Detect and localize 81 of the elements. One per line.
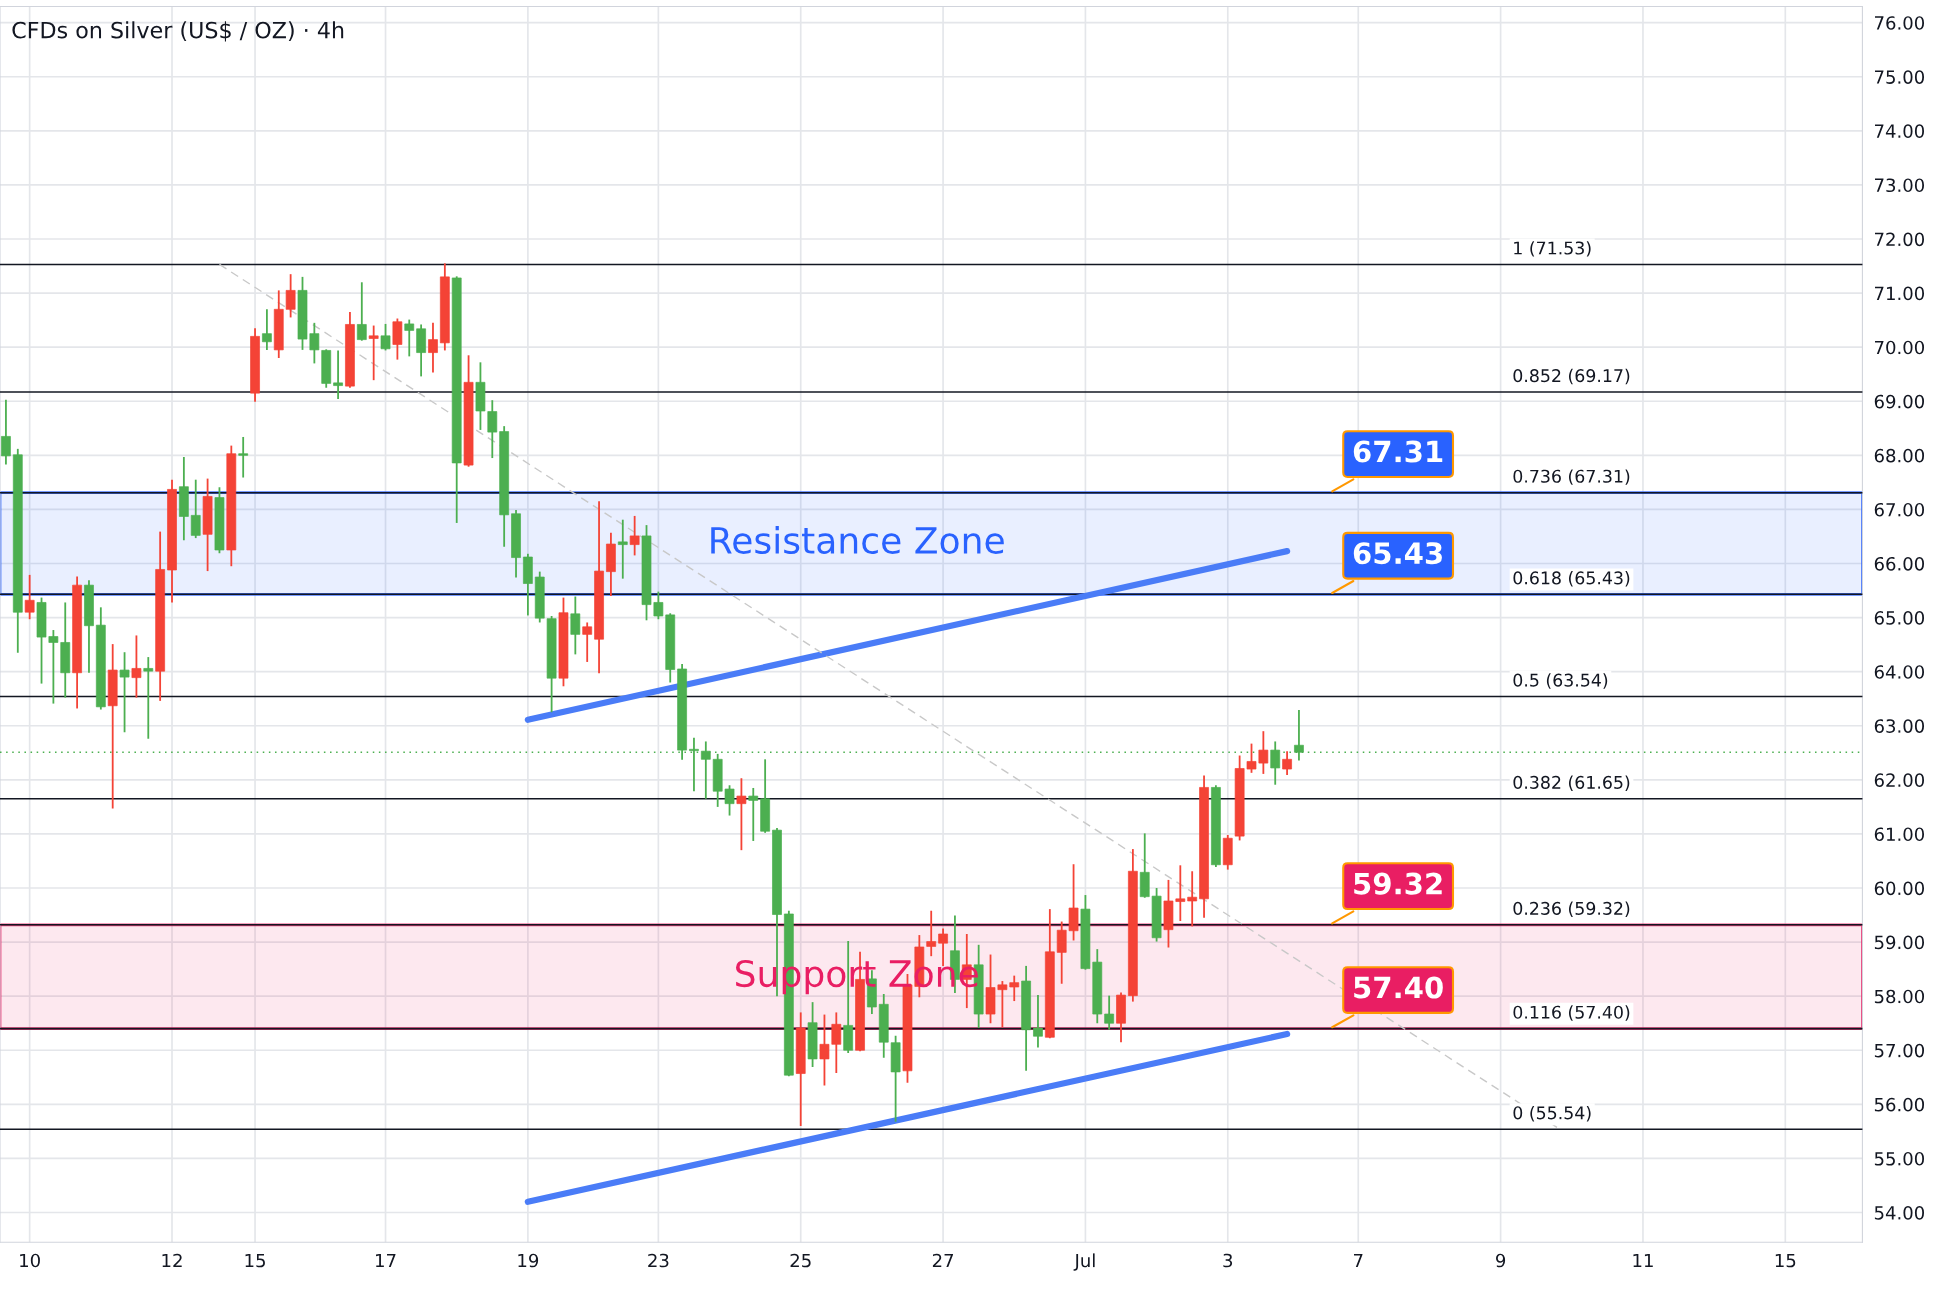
ref-line-label: 0.116 (57.40) — [1513, 1005, 1630, 1021]
annotation: 65.43 — [1353, 542, 1442, 565]
candlestick — [1187, 870, 1198, 928]
text: CFDs on Silver (US$ / OZ) · 4h — [12, 21, 344, 42]
candlestick — [262, 308, 272, 351]
x-tick-label: 23 — [648, 1253, 669, 1268]
x-tick-label: 12 — [162, 1253, 182, 1268]
candlestick — [582, 621, 593, 663]
ref-line-label: 0.618 (65.43) — [1513, 571, 1630, 587]
y-tick-label: 58.00 — [1874, 989, 1925, 1004]
x-tick-label: 15 — [1775, 1253, 1796, 1268]
y-tick-label: 55.00 — [1874, 1151, 1925, 1166]
annotation: 57.40 — [1354, 976, 1443, 999]
candlestick — [428, 321, 438, 374]
y-tick-label: 68.00 — [1874, 448, 1925, 463]
x-tick-label: 9 — [1496, 1253, 1506, 1268]
candlestick — [392, 317, 403, 361]
y-tick-label: 65.00 — [1874, 611, 1925, 625]
y-tick-label: 75.00 — [1875, 70, 1925, 84]
candlestick — [1282, 750, 1292, 776]
candlestick — [143, 656, 154, 740]
x-tick-label: 27 — [932, 1253, 954, 1268]
candlestick — [190, 478, 201, 540]
y-tick-label: 60.00 — [1874, 881, 1925, 896]
y-tick-label: 59.00 — [1874, 935, 1925, 950]
candlestick — [24, 573, 35, 621]
y-tick-label: 73.00 — [1875, 178, 1925, 193]
y-tick-label: 63.00 — [1874, 719, 1925, 733]
y-tick-label: 54.00 — [1874, 1205, 1925, 1220]
candlestick — [119, 651, 130, 734]
candlestick — [1033, 994, 1043, 1049]
y-tick-label: 67.00 — [1874, 502, 1925, 517]
y-tick-label: 76.00 — [1875, 16, 1925, 30]
x-tick-label: 17 — [376, 1253, 396, 1268]
y-tick-label: 61.00 — [1874, 827, 1925, 842]
ref-line-label: 0.5 (63.54) — [1513, 673, 1608, 689]
candlestick — [380, 323, 391, 352]
y-tick-label: 57.00 — [1874, 1043, 1925, 1058]
candlestick — [333, 349, 343, 401]
annotation: 59.32 — [1354, 872, 1442, 895]
x-tick-label: 19 — [518, 1253, 539, 1268]
y-tick-label: 62.00 — [1874, 773, 1925, 787]
candlestick — [570, 595, 581, 656]
candlestick — [700, 740, 711, 800]
y-tick-label: 56.00 — [1874, 1097, 1925, 1112]
ref-line-label: 0 (55.54) — [1513, 1105, 1591, 1122]
candlestick — [356, 281, 367, 342]
ref-line-label: 0.852 (69.17) — [1513, 368, 1630, 385]
candlestick — [238, 436, 249, 479]
y-tick-label: 71.00 — [1875, 286, 1925, 301]
candlestick — [1, 398, 11, 466]
candlestick — [416, 323, 426, 378]
y-tick-label: 72.00 — [1875, 232, 1925, 247]
candlestick — [368, 324, 379, 382]
ref-line-label: 0.382 (61.65) — [1513, 775, 1630, 791]
candlestick — [617, 518, 628, 580]
y-tick-label: 64.00 — [1874, 665, 1925, 679]
x-tick-label: 7 — [1354, 1253, 1363, 1268]
x-tick-label: 15 — [245, 1253, 265, 1268]
candlestick — [1104, 994, 1114, 1031]
candlestick — [1294, 709, 1304, 762]
candlestick — [1270, 740, 1281, 786]
x-tick-label: 11 — [1633, 1253, 1653, 1268]
x-tick-label: 10 — [20, 1253, 40, 1268]
candlestick — [748, 787, 759, 842]
candlestick — [404, 318, 415, 358]
y-tick-label: 66.00 — [1874, 556, 1925, 571]
x-tick-label: 3 — [1223, 1253, 1233, 1268]
x-tick-label: 25 — [790, 1253, 811, 1268]
y-tick-label: 70.00 — [1875, 340, 1925, 355]
band-label: Resistance Zone — [711, 526, 1004, 554]
x-tick-label: Jul — [1073, 1253, 1095, 1271]
candlestick — [131, 634, 142, 699]
candlestick — [629, 515, 640, 557]
y-tick-label: 74.00 — [1875, 124, 1925, 138]
annotation: 67.31 — [1353, 440, 1443, 463]
candlestick — [736, 777, 747, 852]
y-tick-label: 69.00 — [1874, 394, 1925, 409]
ref-line-label: 0.736 (67.31) — [1513, 469, 1630, 485]
ref-line-label: 0.236 (59.32) — [1513, 901, 1630, 917]
ref-line-label: 1 (71.53) — [1514, 241, 1591, 257]
